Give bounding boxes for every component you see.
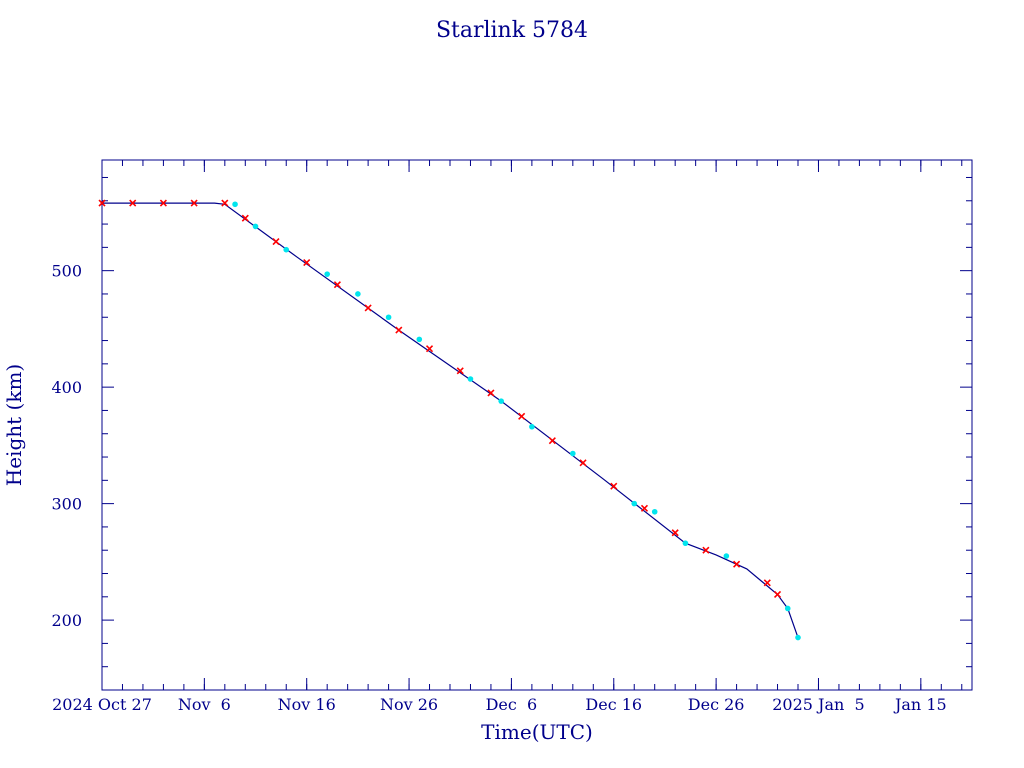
red-x-point	[190, 199, 198, 207]
cyan-point	[529, 423, 535, 430]
red-x-point	[364, 304, 372, 312]
cyan-point	[795, 634, 801, 641]
y-tick-label: 200	[51, 611, 82, 630]
cyan-point	[784, 605, 791, 612]
red-x-point	[395, 326, 403, 334]
red-x-point	[671, 529, 679, 537]
x-tick-label: Nov 6	[178, 695, 231, 714]
cyan-point	[324, 271, 330, 277]
axis-tick-labels: 2024 Oct 27 Nov 6 Nov 16 Nov 26 Dec 6 Dec 16 D…	[51, 262, 946, 714]
red-x-point	[640, 504, 649, 512]
red-x-point	[579, 459, 587, 467]
y-tick-label: 300	[51, 495, 82, 514]
cyan-point	[355, 291, 361, 297]
x-tick-label: 2024 Oct 27	[52, 695, 152, 714]
red-x-point	[548, 437, 556, 445]
cyan-point	[631, 500, 638, 507]
x-tick-label: Dec 6	[486, 695, 538, 714]
red-x-point	[333, 281, 341, 289]
cyan-point	[416, 336, 423, 343]
series-line	[102, 202, 799, 638]
x-tick-label: Jan 15	[893, 695, 947, 714]
y-tick-label: 400	[51, 378, 82, 397]
red-x-point	[733, 560, 741, 568]
cyan-point	[385, 314, 392, 321]
red-x-point	[610, 482, 618, 490]
cyan-point	[723, 553, 730, 559]
cyan-point	[651, 508, 658, 515]
red-x-point	[272, 237, 280, 246]
x-tick-label: Dec 26	[688, 695, 745, 714]
red-x-point	[221, 199, 229, 207]
red-x-point	[487, 389, 495, 397]
data-marks	[98, 199, 801, 641]
red-x-point	[702, 546, 710, 554]
red-x-point	[773, 590, 782, 599]
x-tick-label: 2025 Jan 5	[772, 695, 864, 714]
red-x-point	[98, 199, 106, 207]
red-x-point	[518, 412, 526, 420]
red-x-point	[159, 199, 167, 207]
cyan-point	[570, 450, 576, 457]
x-tick-label: Nov 26	[380, 695, 438, 714]
y-axis-label: Height (km)	[2, 364, 26, 486]
red-x-point	[129, 199, 137, 207]
plot-frame	[101, 159, 973, 691]
cyan-point	[252, 223, 259, 230]
red-x-point	[456, 367, 464, 375]
x-tick-label: Dec 16	[585, 695, 642, 714]
red-x-point	[425, 345, 434, 353]
axis-ticks	[101, 160, 972, 690]
red-x-point	[303, 258, 311, 267]
chart-title: Starlink 5784	[436, 18, 588, 43]
cyan-point	[283, 246, 290, 253]
x-axis-label: Time(UTC)	[481, 720, 593, 744]
red-x-point	[241, 214, 249, 222]
red-x-point	[763, 579, 771, 587]
cyan-point	[467, 376, 474, 382]
cyan-point	[498, 398, 504, 404]
cyan-point	[682, 540, 689, 547]
y-tick-label: 500	[51, 262, 82, 281]
x-tick-label: Nov 16	[278, 695, 336, 714]
cyan-point	[232, 201, 238, 208]
